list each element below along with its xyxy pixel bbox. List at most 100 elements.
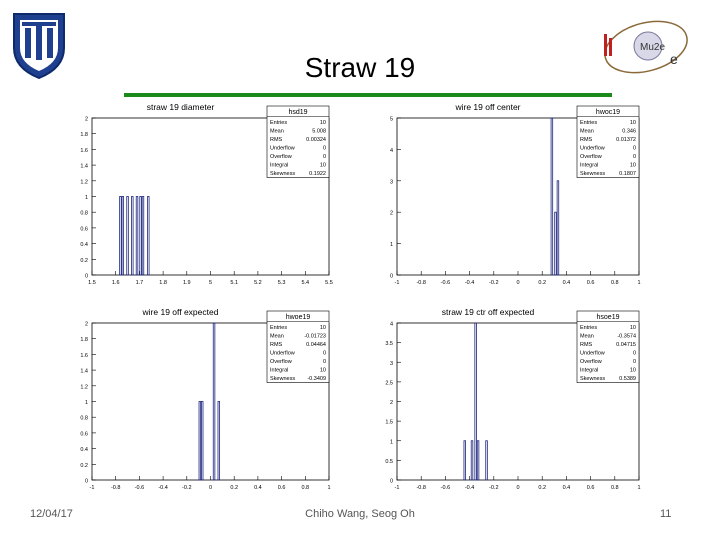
stats-box-3 (266, 310, 330, 383)
x-tick-label-3-9: 0.8 (301, 485, 309, 491)
stats-value-3-6: -0.3409 (307, 376, 326, 382)
y-tick-label-4-5: 2.5 (385, 380, 393, 386)
x-tick-label-2-4: -0.2 (489, 280, 498, 286)
histogram-title-3: wire 19 off expected (142, 307, 219, 317)
y-tick-label-3-5: 1 (85, 400, 88, 406)
x-tick-label-1-9: 5.4 (301, 280, 309, 286)
y-tick-label-3-4: 0.8 (80, 416, 88, 422)
stats-label-4-2: RMS (580, 342, 593, 348)
y-tick-label-3-0: 0 (85, 479, 88, 485)
x-tick-label-1-6: 5.1 (230, 280, 238, 286)
stats-box-1 (266, 105, 330, 178)
histogram-bar-1-2 (126, 196, 129, 276)
stats-value-4-4: 0 (633, 359, 636, 365)
y-tick-label-1-8: 1.6 (80, 148, 88, 154)
histogram-bar-2-2 (556, 180, 560, 276)
footer-author: Chiho Wang, Seog Oh (305, 508, 415, 520)
stats-label-4-0: Entries (580, 325, 597, 331)
stats-label-2-3: Underflow (580, 146, 605, 152)
y-tick-label-4-1: 0.5 (385, 459, 393, 465)
x-tick-label-3-3: -0.4 (158, 485, 167, 491)
stats-label-2-4: Overflow (580, 154, 602, 160)
stats-value-1-6: 0.1922 (309, 171, 326, 177)
histogram-bar-1-6 (141, 196, 145, 276)
histogram-panel-3: wire 19 off expected 0 0.2 0.4 0.6 0.8 1 1.2 1.4… (80, 307, 330, 491)
stats-label-2-6: Skewness (580, 171, 605, 177)
x-tick-label-2-1: -0.8 (416, 280, 425, 286)
x-tick-label-1-5: 5 (209, 280, 212, 286)
stats-value-2-1: 0.346 (622, 129, 636, 135)
histogram-bar-3-0 (198, 401, 202, 481)
stats-box-2 (576, 105, 640, 178)
x-tick-label-3-6: 0.2 (230, 485, 238, 491)
x-tick-label-1-10: 5.5 (325, 280, 333, 286)
histogram-panel-4: straw 19 ctr off expected 0 0.5 1 1.5 2 2.5 3 3.… (385, 307, 640, 491)
stats-value-3-2: 0.04464 (306, 342, 326, 348)
x-tick-label-4-2: -0.6 (441, 485, 450, 491)
y-tick-label-2-0: 0 (390, 274, 393, 280)
stats-label-2-1: Mean (580, 129, 594, 135)
y-tick-label-2-2: 2 (390, 211, 393, 217)
stats-label-1-6: Skewness (270, 171, 295, 177)
y-tick-label-1-1: 0.2 (80, 258, 88, 264)
stats-label-2-5: Integral (580, 163, 598, 169)
histogram-panel-2: wire 19 off center 0 1 2 3 4 5 -1 -0.8 -0.6 -0.4 -0… (390, 102, 641, 286)
histogram-bar-3-2 (212, 322, 216, 481)
stats-value-4-3: 0 (633, 351, 636, 357)
histogram-bar-3-1 (201, 401, 204, 481)
histogram-title-2: wire 19 off center (454, 102, 520, 112)
x-tick-label-4-5: 0 (516, 485, 519, 491)
y-tick-label-1-4: 0.8 (80, 211, 88, 217)
x-tick-label-2-5: 0 (516, 280, 519, 286)
x-tick-label-3-5: 0 (209, 485, 212, 491)
y-tick-label-3-3: 0.6 (80, 431, 88, 437)
stats-value-4-2: 0.04715 (616, 342, 636, 348)
y-tick-label-3-7: 1.4 (80, 369, 88, 375)
stats-label-1-2: RMS (270, 137, 283, 143)
histogram-grid: straw 19 diameter 0 0.2 0.4 0.6 0.8 1 1.2 1.4 1.6… (80, 102, 641, 491)
y-tick-label-4-8: 4 (390, 322, 393, 328)
x-tick-label-2-3: -0.4 (465, 280, 474, 286)
stats-label-3-4: Overflow (270, 359, 292, 365)
y-tick-label-4-7: 3.5 (385, 341, 393, 347)
y-tick-label-4-6: 3 (390, 361, 393, 367)
stats-value-4-1: -0.3574 (617, 334, 636, 340)
x-tick-label-1-4: 1.9 (183, 280, 191, 286)
histogram-bar-1-1 (121, 196, 125, 276)
stats-name-1: hsd19 (288, 109, 307, 116)
y-tick-label-2-5: 5 (390, 117, 393, 123)
histogram-bar-1-4 (135, 196, 139, 276)
stats-label-3-1: Mean (270, 334, 284, 340)
x-tick-label-1-8: 5.3 (278, 280, 286, 286)
stats-value-1-5: 10 (320, 163, 326, 169)
title-underline (124, 93, 612, 97)
x-tick-label-4-4: -0.2 (489, 485, 498, 491)
stats-value-4-5: 10 (630, 368, 636, 374)
stats-value-3-0: 10 (320, 325, 326, 331)
stats-label-1-3: Underflow (270, 146, 295, 152)
stats-label-4-3: Underflow (580, 351, 605, 357)
x-tick-label-3-8: 0.6 (278, 485, 286, 491)
x-tick-label-4-10: 1 (637, 485, 640, 491)
x-tick-label-2-0: -1 (395, 280, 400, 286)
y-tick-label-3-1: 0.2 (80, 463, 88, 469)
stats-value-3-5: 10 (320, 368, 326, 374)
stats-value-2-3: 0 (633, 146, 636, 152)
stats-label-3-5: Integral (270, 368, 288, 374)
histogram-bar-3-3 (217, 401, 220, 481)
x-tick-label-1-1: 1.6 (112, 280, 120, 286)
y-tick-label-1-3: 0.6 (80, 226, 88, 232)
y-tick-label-4-4: 2 (390, 400, 393, 406)
y-tick-label-2-4: 4 (390, 148, 393, 154)
footer-page-number: 11 (660, 508, 672, 520)
y-tick-label-4-0: 0 (390, 479, 393, 485)
y-tick-label-1-7: 1.4 (80, 164, 88, 170)
x-tick-label-3-2: -0.6 (135, 485, 144, 491)
y-tick-label-2-3: 3 (390, 179, 393, 185)
x-tick-label-4-7: 0.4 (563, 485, 571, 491)
x-tick-label-2-10: 1 (637, 280, 640, 286)
mu2e-logo-text: Mu2e (640, 42, 665, 53)
y-tick-label-3-6: 1.2 (80, 384, 88, 390)
x-tick-label-3-4: -0.2 (182, 485, 191, 491)
y-tick-label-1-10: 2 (85, 117, 88, 123)
